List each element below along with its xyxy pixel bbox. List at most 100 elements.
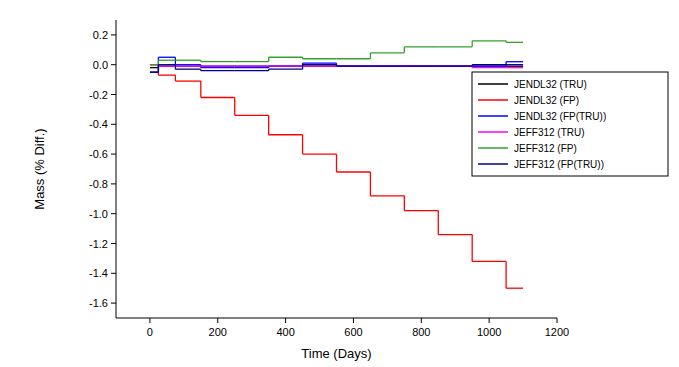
step-riser [336, 63, 337, 66]
step-segment [158, 57, 175, 58]
legend-swatch [478, 115, 508, 117]
step-segment [158, 74, 175, 75]
y-tick [111, 64, 116, 65]
legend: JENDL32 (TRU)JENDL32 (FP)JENDL32 (FP(TRU… [472, 72, 668, 176]
y-tick [111, 183, 116, 184]
step-segment [158, 66, 175, 67]
y-tick-label: -1.0 [89, 208, 108, 220]
series-group [150, 41, 523, 288]
step-segment [404, 66, 438, 67]
x-tick-label: 1200 [545, 326, 569, 338]
step-segment [150, 72, 158, 73]
step-segment [175, 60, 200, 61]
step-segment [201, 61, 235, 62]
step-segment [438, 66, 472, 67]
step-segment [269, 66, 303, 67]
step-segment [303, 58, 337, 59]
step-segment [506, 42, 523, 43]
y-tick-label: -1.6 [89, 297, 108, 309]
step-segment [150, 67, 158, 68]
step-segment [150, 64, 158, 65]
y-tick [111, 303, 116, 304]
step-riser [472, 65, 473, 66]
x-tick [217, 318, 218, 323]
step-segment [506, 288, 523, 289]
legend-label: JEFF312 (FP(TRU)) [514, 159, 604, 170]
step-segment [337, 66, 371, 67]
step-segment [175, 69, 200, 70]
legend-swatch [478, 83, 508, 85]
step-riser [404, 196, 405, 211]
legend-label: JEFF312 (TRU) [514, 127, 585, 138]
x-tick-label: 600 [344, 326, 362, 338]
step-riser [370, 53, 371, 59]
step-segment [472, 66, 506, 67]
step-riser [336, 65, 337, 66]
y-tick-label: -0.2 [89, 89, 108, 101]
series-5 [150, 65, 523, 72]
step-segment [438, 46, 472, 47]
x-tick [149, 318, 150, 323]
y-tick [111, 34, 116, 35]
legend-label: JEFF312 (FP) [514, 143, 577, 154]
x-tick-label: 1000 [477, 326, 501, 338]
step-segment [337, 171, 371, 172]
x-tick-label: 400 [276, 326, 294, 338]
step-segment [337, 66, 371, 67]
y-tick [111, 273, 116, 274]
step-riser [472, 235, 473, 262]
step-segment [201, 66, 235, 67]
y-tick-label: -1.2 [89, 238, 108, 250]
y-tick [111, 213, 116, 214]
step-riser [268, 69, 269, 70]
step-segment [370, 66, 404, 67]
step-riser [200, 81, 201, 97]
step-riser [175, 75, 176, 81]
step-riser [158, 65, 159, 75]
step-segment [506, 67, 523, 68]
series-3 [150, 65, 523, 68]
step-segment [269, 66, 303, 67]
y-tick-label: 0.0 [93, 59, 108, 71]
x-axis-title: Time (Days) [301, 346, 371, 361]
x-tick-label: 0 [147, 326, 153, 338]
x-tick [489, 318, 490, 323]
x-axis-line [116, 318, 557, 319]
step-segment [506, 64, 523, 65]
step-riser [302, 135, 303, 154]
x-tick-label: 200 [209, 326, 227, 338]
step-segment [175, 66, 200, 67]
y-tick-label: -0.4 [89, 118, 108, 130]
series-4 [150, 41, 523, 65]
y-tick [111, 243, 116, 244]
step-riser [404, 47, 405, 53]
step-segment [337, 66, 371, 67]
step-segment [150, 64, 158, 65]
step-segment [404, 46, 438, 47]
step-segment [370, 195, 404, 196]
series-2 [150, 57, 523, 72]
x-tick [421, 318, 422, 323]
legend-label: JENDL32 (FP) [514, 95, 579, 106]
x-tick [557, 318, 558, 323]
step-riser [370, 172, 371, 196]
chart: -1.6-1.4-1.2-1.0-0.8-0.6-0.4-0.20.00.202… [0, 0, 679, 367]
step-segment [303, 153, 337, 154]
step-segment [438, 66, 472, 67]
step-riser [505, 62, 506, 66]
step-segment [201, 70, 235, 71]
step-segment [370, 66, 404, 67]
step-segment [235, 115, 269, 116]
step-segment [303, 63, 337, 64]
legend-label: JENDL32 (FP(TRU)) [514, 111, 606, 122]
step-riser [158, 65, 159, 72]
step-riser [234, 97, 235, 115]
x-tick-label: 800 [412, 326, 430, 338]
step-riser [268, 115, 269, 134]
step-riser [158, 60, 159, 64]
series-0 [150, 66, 523, 67]
step-segment [370, 66, 404, 67]
step-riser [175, 57, 176, 64]
step-segment [337, 66, 371, 67]
step-segment [438, 66, 472, 67]
